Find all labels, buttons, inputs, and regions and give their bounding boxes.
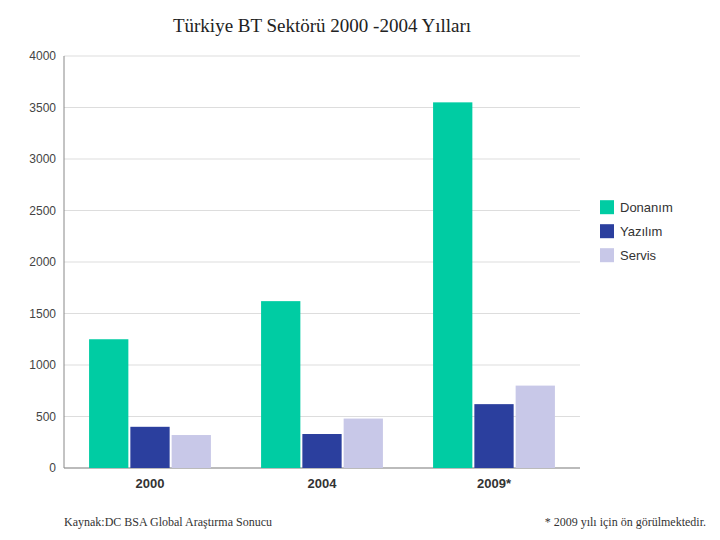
grid	[64, 56, 580, 468]
y-tick-label: 3500	[29, 101, 56, 115]
legend: Donanım Yazılım Servis	[600, 200, 673, 263]
grid-line	[64, 365, 580, 366]
y-tick-label: 3000	[29, 152, 56, 166]
x-tick-label: 2004	[308, 476, 338, 491]
legend-swatch	[600, 248, 614, 262]
grid-line	[64, 107, 580, 108]
bars	[89, 102, 555, 468]
bar	[344, 419, 383, 468]
legend-label: Yazılım	[620, 224, 662, 239]
bar	[474, 404, 513, 468]
y-tick-label: 2000	[29, 255, 56, 269]
footnote: Kaynak:DC BSA Global Araştırma Sonucu	[64, 515, 272, 529]
legend-swatch	[600, 200, 614, 214]
bar	[433, 102, 472, 468]
bar	[516, 386, 555, 468]
grid-line	[64, 159, 580, 160]
grid-line	[64, 210, 580, 211]
chart-container: Türkiye BT Sektörü 2000 -2004 Yılları 0 50…	[0, 0, 720, 540]
footnote: * 2009 yılı için ön görülmektedir.	[545, 515, 706, 529]
chart: Türkiye BT Sektörü 2000 -2004 Yılları 0 50…	[0, 0, 720, 540]
y-tick-label: 1500	[29, 307, 56, 321]
y-tick-label: 500	[36, 410, 56, 424]
x-tick-label: 2009*	[477, 476, 512, 491]
bar	[130, 427, 169, 468]
title: Türkiye BT Sektörü 2000 -2004 Yılları	[173, 15, 471, 36]
grid-line	[64, 313, 580, 314]
y-tick-label: 1000	[29, 358, 56, 372]
y-tick-label: 0	[49, 461, 56, 475]
y-axis-line	[64, 56, 65, 468]
grid-line	[64, 56, 580, 57]
legend-swatch	[600, 224, 614, 238]
y-tick-label: 2500	[29, 204, 56, 218]
y-tick-label: 4000	[29, 49, 56, 63]
x-tick-label: 2000	[136, 476, 165, 491]
bar	[302, 434, 341, 468]
bar	[261, 301, 300, 468]
legend-label: Servis	[620, 248, 657, 263]
grid-line	[64, 262, 580, 263]
bar	[172, 435, 211, 468]
bar	[89, 339, 128, 468]
legend-label: Donanım	[620, 200, 673, 215]
